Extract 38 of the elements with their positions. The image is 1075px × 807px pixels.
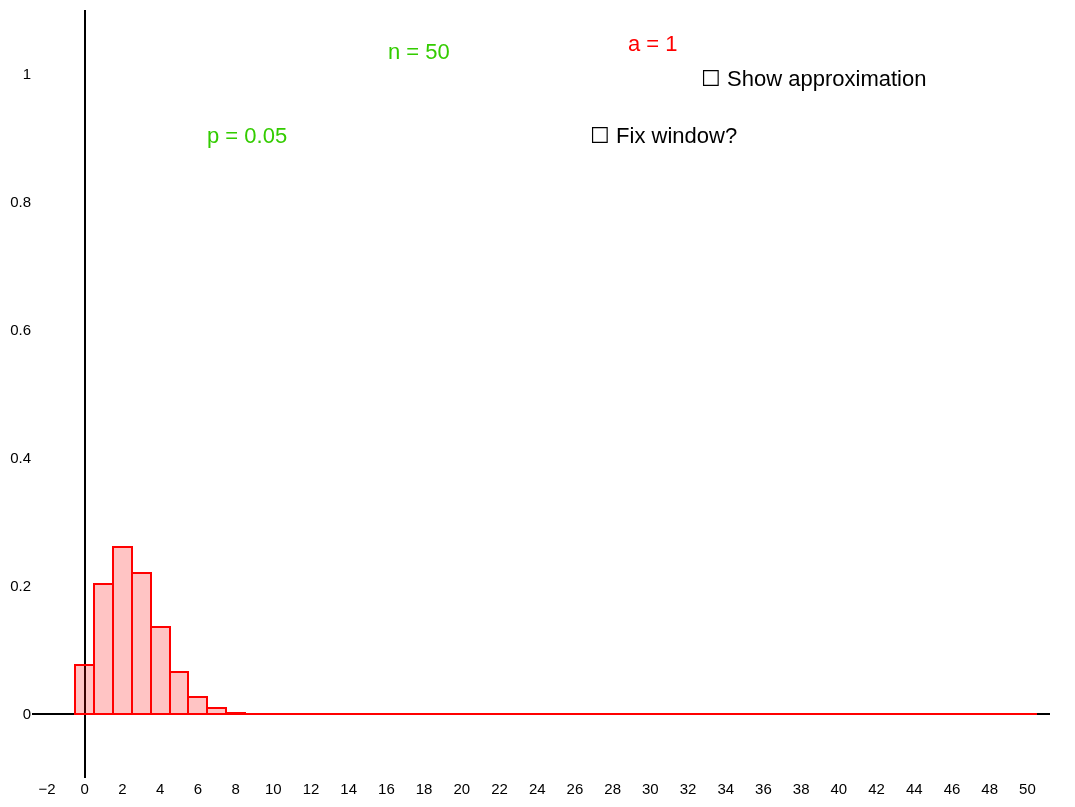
x-tick-label: 32 [679,780,697,797]
x-tick-label: 46 [943,780,961,797]
annotation: ☐ Show approximation [701,66,927,91]
annotation: ☐ Fix window? [590,123,738,148]
x-tick-label: 0 [80,780,89,797]
x-tick-label: 44 [905,780,923,797]
y-tick-label: 0.2 [10,577,31,595]
x-tick-label: 36 [755,780,772,797]
x-tick-label: 2 [118,780,127,797]
x-tick-label: 10 [264,780,282,797]
x-tick-label: 22 [491,780,508,797]
y-tick-label: 0.8 [10,193,31,211]
x-tick-label: 30 [642,780,659,797]
x-tick-label: 14 [340,780,358,797]
x-tick-label: 26 [566,780,584,797]
x-tick-label: 8 [231,780,240,797]
x-tick-label: 4 [156,780,165,797]
annotation: n = 50 [388,39,450,64]
y-tick-label: 0 [22,705,31,723]
x-tick-label: 12 [302,780,320,797]
x-tick-label: 48 [981,780,999,797]
x-tick-label: 24 [528,780,546,797]
x-tick-label: 28 [604,780,621,797]
x-tick-label: 38 [792,780,810,797]
y-tick-label: 1 [22,65,31,83]
x-tick-label: 42 [868,780,885,797]
x-tick-label: 16 [378,780,395,797]
y-tick-label: 0.6 [10,321,31,339]
annotation: p = 0.05 [207,123,288,148]
x-tick-label: 20 [453,780,471,797]
x-tick-label: −2 [38,780,56,797]
x-tick-label: 34 [717,780,735,797]
x-tick-label: 50 [1019,780,1036,797]
x-tick-label: 18 [415,780,433,797]
y-tick-label: 0.4 [10,449,31,467]
x-tick-label: 40 [830,780,848,797]
annotation: a = 1 [628,31,678,56]
x-tick-label: 6 [193,780,203,797]
